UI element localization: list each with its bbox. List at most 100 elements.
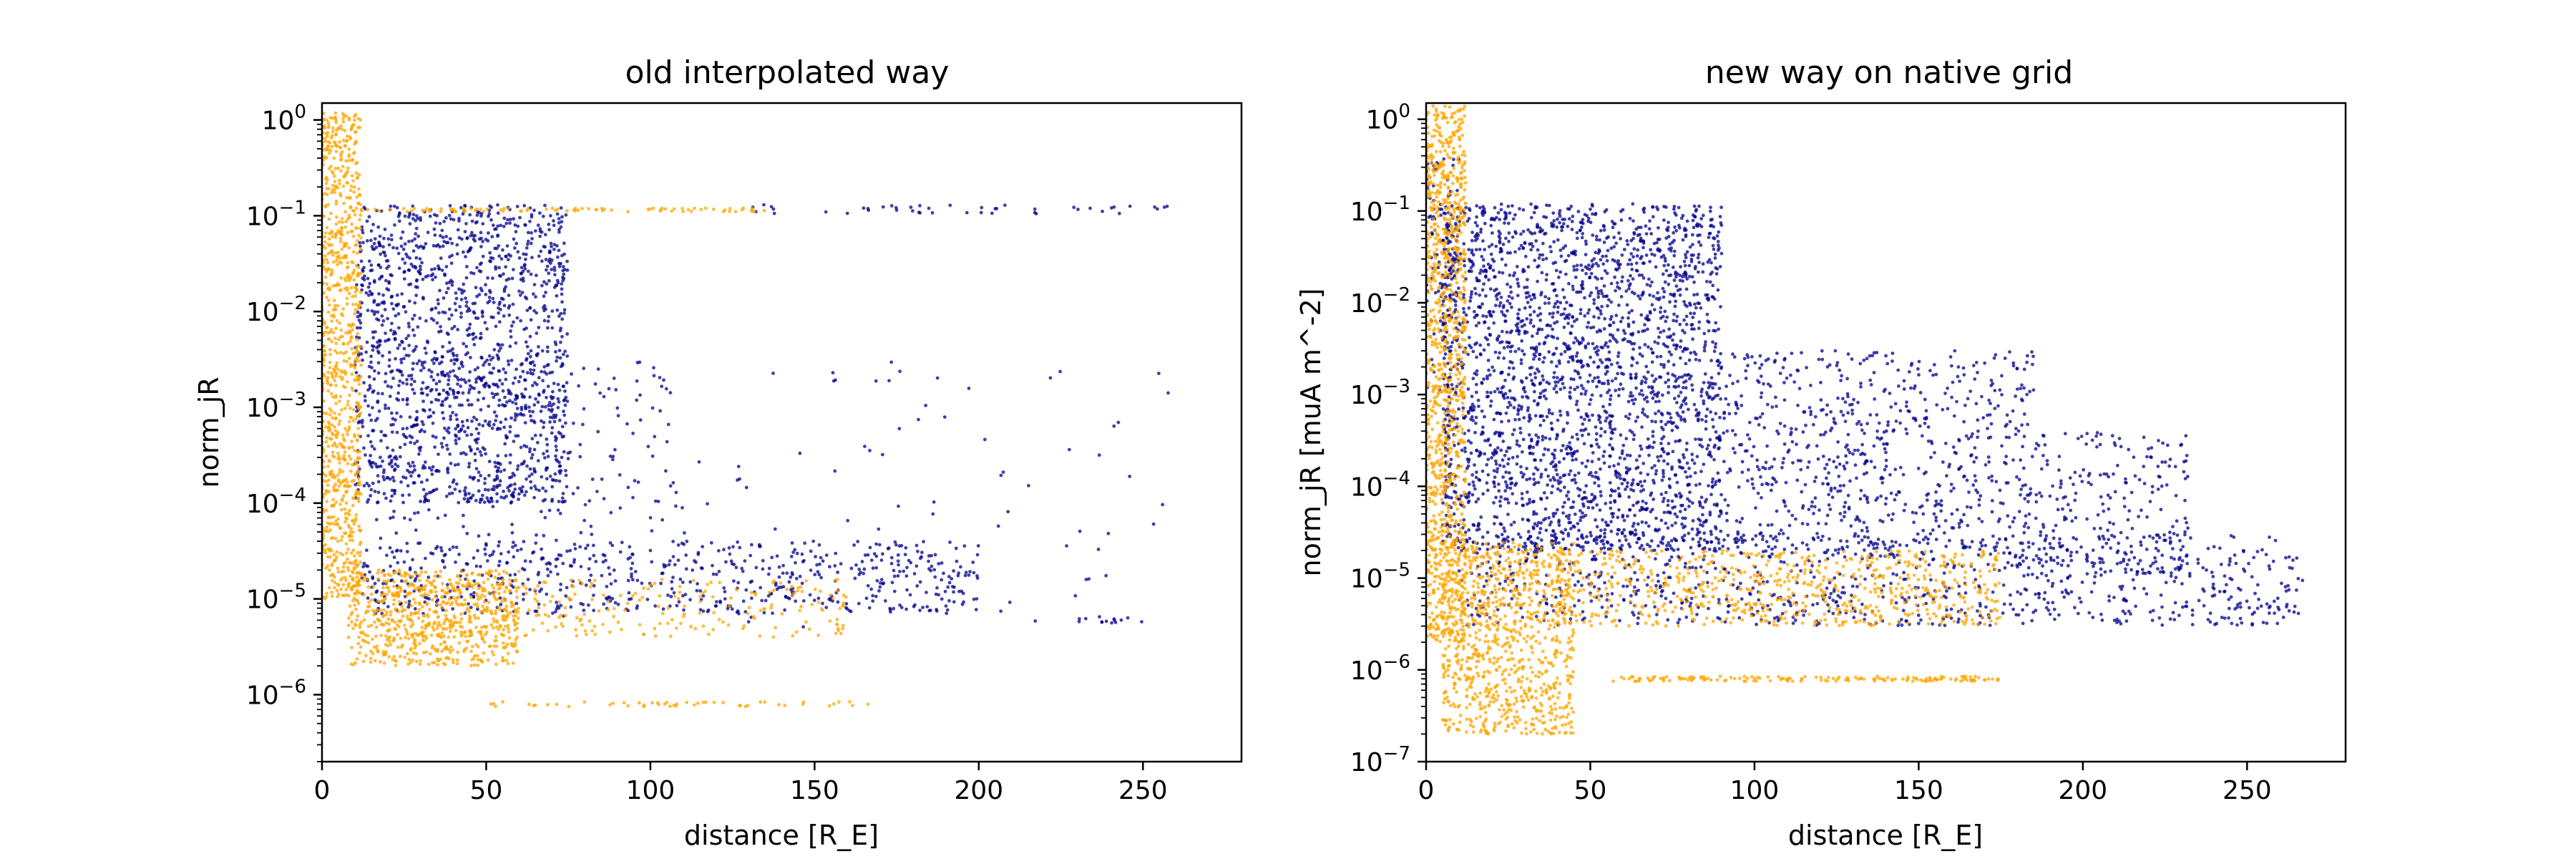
data-point bbox=[522, 460, 527, 464]
data-point bbox=[572, 421, 575, 425]
data-point bbox=[503, 395, 507, 399]
data-point bbox=[507, 389, 512, 394]
data-point bbox=[378, 618, 382, 623]
data-point bbox=[399, 645, 404, 649]
data-point bbox=[436, 615, 440, 619]
data-point bbox=[494, 465, 497, 469]
data-point bbox=[381, 649, 385, 654]
data-point bbox=[1491, 268, 1496, 272]
data-point bbox=[605, 585, 609, 588]
data-point bbox=[386, 288, 391, 292]
data-point bbox=[327, 237, 331, 241]
data-point bbox=[529, 560, 532, 563]
data-point bbox=[468, 322, 472, 326]
data-point bbox=[324, 177, 328, 181]
data-point bbox=[427, 597, 431, 601]
data-point bbox=[601, 622, 605, 626]
data-point bbox=[533, 433, 537, 437]
data-point bbox=[652, 374, 656, 378]
data-point bbox=[469, 432, 474, 437]
data-point bbox=[347, 513, 351, 517]
data-point bbox=[417, 586, 421, 590]
data-point bbox=[569, 598, 573, 602]
data-point bbox=[361, 419, 364, 422]
data-point bbox=[477, 432, 481, 435]
data-point bbox=[333, 411, 337, 415]
data-point bbox=[376, 340, 379, 344]
data-point bbox=[542, 365, 547, 369]
data-point bbox=[376, 490, 381, 495]
data-point bbox=[397, 600, 401, 604]
data-point bbox=[547, 407, 551, 412]
data-point bbox=[460, 603, 464, 607]
data-point bbox=[494, 611, 497, 616]
data-point bbox=[340, 408, 343, 412]
data-point bbox=[504, 659, 509, 662]
data-point bbox=[504, 285, 508, 289]
data-point bbox=[433, 350, 437, 354]
data-point bbox=[487, 424, 492, 427]
data-point bbox=[793, 548, 797, 552]
data-point bbox=[1533, 258, 1537, 263]
data-point bbox=[535, 273, 538, 278]
data-point bbox=[481, 604, 484, 608]
data-point bbox=[379, 252, 383, 256]
data-point bbox=[409, 464, 412, 468]
data-point bbox=[1680, 375, 1684, 379]
data-point bbox=[542, 452, 545, 456]
data-point bbox=[457, 553, 461, 556]
data-point bbox=[366, 578, 370, 581]
data-point bbox=[450, 253, 454, 258]
data-point bbox=[584, 583, 588, 587]
data-point bbox=[635, 361, 640, 364]
data-point bbox=[441, 417, 446, 420]
data-point bbox=[419, 659, 422, 663]
data-point bbox=[366, 596, 370, 600]
data-point bbox=[502, 272, 505, 276]
data-point bbox=[485, 327, 489, 331]
data-point bbox=[441, 626, 445, 631]
data-point bbox=[353, 294, 357, 298]
data-point bbox=[592, 608, 596, 613]
data-point bbox=[492, 478, 497, 482]
data-point bbox=[1525, 285, 1529, 289]
data-point bbox=[740, 566, 744, 571]
data-point bbox=[357, 336, 361, 340]
data-point bbox=[841, 593, 846, 597]
data-point bbox=[384, 613, 389, 617]
data-point bbox=[326, 310, 331, 314]
data-point bbox=[376, 361, 381, 365]
data-point bbox=[442, 553, 447, 558]
data-point bbox=[375, 589, 379, 593]
data-point bbox=[1599, 394, 1603, 398]
data-point bbox=[834, 551, 838, 555]
data-point bbox=[470, 419, 474, 423]
data-point bbox=[769, 606, 773, 610]
data-point bbox=[476, 658, 480, 661]
data-point bbox=[525, 464, 529, 468]
data-point bbox=[497, 591, 501, 596]
data-point bbox=[478, 262, 482, 266]
data-point bbox=[492, 422, 496, 427]
data-point bbox=[505, 244, 509, 248]
data-point bbox=[416, 616, 421, 620]
data-point bbox=[534, 295, 537, 299]
data-point bbox=[426, 230, 430, 235]
data-point bbox=[325, 155, 328, 160]
data-point bbox=[673, 594, 677, 598]
data-point bbox=[1596, 295, 1601, 299]
data-point bbox=[333, 425, 336, 429]
data-point bbox=[463, 230, 467, 233]
data-point bbox=[555, 355, 560, 359]
data-point bbox=[601, 553, 605, 557]
data-point bbox=[1653, 340, 1657, 344]
data-point bbox=[819, 555, 823, 560]
data-point bbox=[522, 584, 526, 588]
data-point bbox=[381, 598, 384, 603]
data-point bbox=[464, 296, 467, 300]
data-point bbox=[467, 614, 472, 618]
data-point bbox=[353, 378, 356, 382]
data-point bbox=[393, 337, 397, 341]
data-point bbox=[1662, 290, 1667, 293]
